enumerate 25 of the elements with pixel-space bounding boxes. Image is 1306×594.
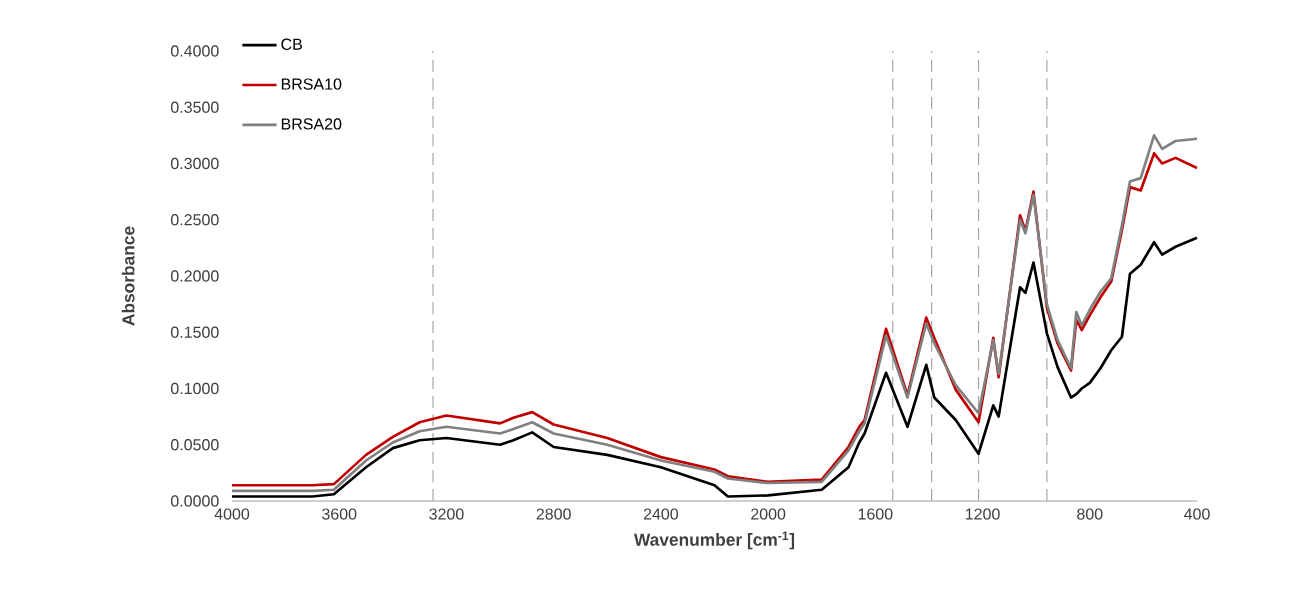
legend-label: CB	[281, 38, 302, 50]
y-tick-label: 0.0500	[170, 439, 219, 451]
x-tick-label: 1600	[858, 508, 893, 520]
line-series	[230, 236, 1199, 498]
x-tick-label: 3200	[429, 508, 464, 520]
y-tick-label: 0.0000	[170, 495, 219, 507]
x-tick-label: 400	[1184, 508, 1210, 520]
y-axis-title: Absorbance	[121, 226, 135, 326]
x-tick-label: 3600	[322, 508, 357, 520]
y-tick-label: 0.2500	[170, 214, 219, 226]
y-tick-label: 0.4000	[170, 45, 219, 57]
x-tick-label: 2000	[751, 508, 786, 520]
x-tick-label: 4000	[214, 508, 250, 520]
x-tick-label: 2800	[536, 508, 571, 520]
legend-label: BRSA10	[281, 78, 342, 90]
y-tick-label: 0.2000	[170, 270, 219, 282]
y-tick-label: 0.1500	[170, 326, 219, 338]
legend-label: BRSA20	[281, 118, 342, 130]
y-tick-label: 0.3000	[170, 157, 219, 170]
y-tick-label: 0.3500	[170, 101, 219, 113]
x-tick-label: 800	[1077, 508, 1103, 520]
y-tick-label: 0.1000	[170, 382, 219, 395]
x-axis-title: Wavenumber [cm$^{-1}$]	[633, 531, 795, 550]
x-tick-label: 2400	[643, 508, 679, 520]
x-tick-label: 1200	[965, 508, 1000, 520]
